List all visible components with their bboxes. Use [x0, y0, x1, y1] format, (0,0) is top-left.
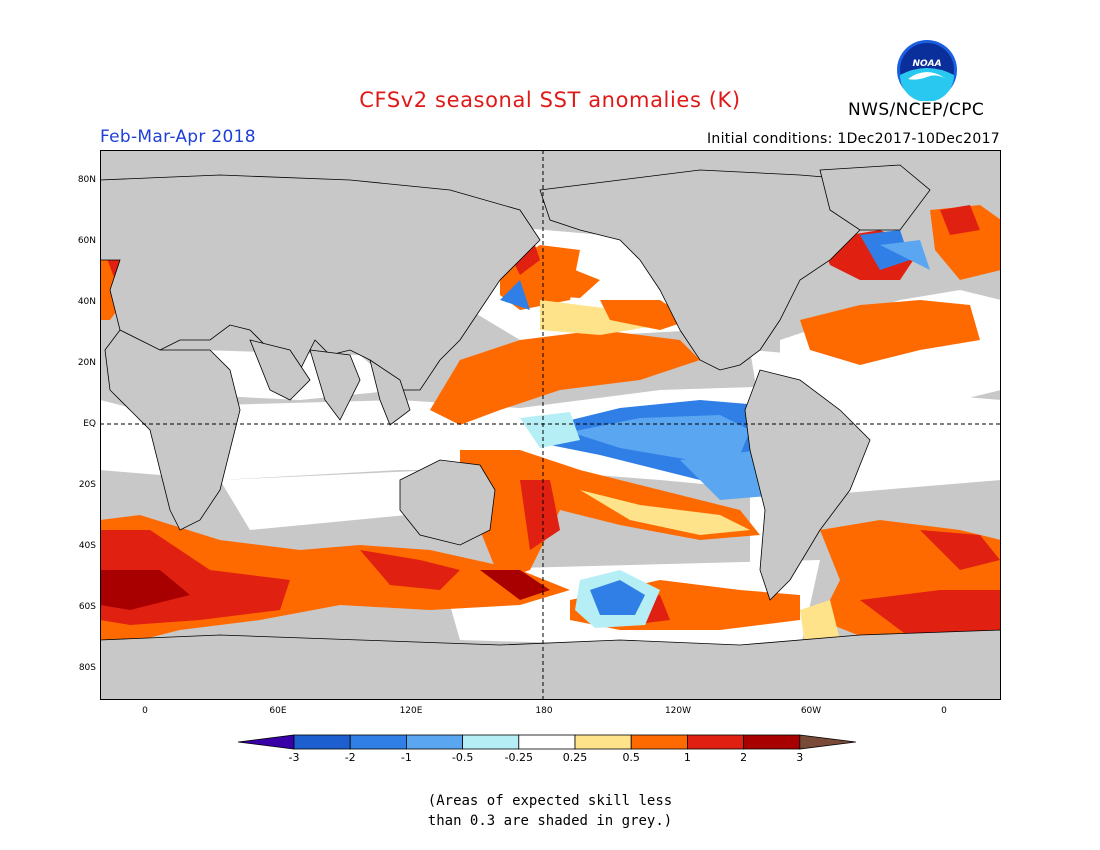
lon-label-60e: 60E [269, 706, 287, 716]
footnote-line-1: (Areas of expected skill less [427, 793, 673, 809]
lat-label-20s: 20S [78, 480, 96, 490]
lat-label-40s: 40S [78, 541, 96, 551]
continents [100, 164, 1001, 700]
colorbar-tick: 1 [683, 751, 691, 764]
sst-anomaly-map [100, 150, 1001, 700]
colorbar-box-6 [574, 734, 632, 750]
season-label: Feb-Mar-Apr 2018 [100, 127, 256, 147]
colorbar-tick: 0.25 [562, 751, 588, 764]
map-title: CFSv2 seasonal SST anomalies (K) [359, 88, 741, 112]
colorbar-tick: 2 [740, 751, 748, 764]
colorbar-arrow-high [799, 734, 856, 750]
colorbar-box-7 [630, 734, 688, 750]
lon-label-180: 180 [535, 706, 553, 716]
svg-text:NOAA: NOAA [912, 59, 941, 69]
map-frame [100, 150, 1001, 700]
noaa-logo-icon: NOAA [897, 40, 957, 101]
colorbar-tick: -2 [344, 751, 356, 764]
lat-label-80n: 80N [77, 175, 96, 185]
lat-label-40n: 40N [77, 297, 96, 307]
colorbar-tick: -0.25 [504, 751, 534, 764]
skill-footnote: (Areas of expected skill less than 0.3 a… [0, 791, 1100, 831]
lon-label-0: 0 [142, 706, 148, 716]
lat-label-20n: 20N [77, 358, 96, 368]
colorbar-tick: 3 [796, 751, 804, 764]
colorbar-box-1 [293, 734, 351, 750]
warm-west-pacific [430, 330, 700, 425]
colorbar-tick: -0.5 [451, 751, 474, 764]
footnote-line-2: than 0.3 are shaded in grey.) [427, 813, 673, 829]
colorbar-box-2 [349, 734, 407, 750]
colorbar-tick: 0.5 [622, 751, 640, 764]
lat-label-60n: 60N [77, 236, 96, 246]
colorbar [238, 734, 856, 750]
colorbar-box-3 [405, 734, 463, 750]
colorbar-tick: -1 [400, 751, 412, 764]
lon-label-120w: 120W [664, 706, 692, 716]
lat-label-60s: 60S [78, 602, 96, 612]
lon-label-60w: 60W [800, 706, 822, 716]
lat-label-80s: 80S [78, 663, 96, 673]
colorbar-box-9 [743, 734, 801, 750]
warm-north-atlantic [800, 300, 980, 365]
colorbar-tick: -3 [288, 751, 300, 764]
colorbar-arrow-low [238, 734, 295, 750]
initial-conditions-label: Initial conditions: 1Dec2017-10Dec2017 [707, 131, 1000, 147]
colorbar-box-8 [686, 734, 744, 750]
colorbar-box-4 [462, 734, 520, 750]
colorbar-box-5 [518, 734, 576, 750]
lon-label-120e: 120E [399, 706, 423, 716]
lon-label-0-east: 0 [941, 706, 947, 716]
organization-label: NWS/NCEP/CPC [848, 100, 985, 120]
lat-label-eq: EQ [83, 419, 96, 429]
